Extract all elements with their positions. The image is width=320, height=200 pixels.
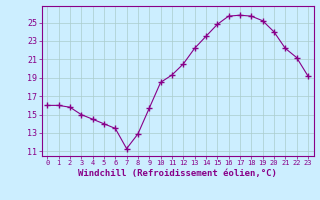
X-axis label: Windchill (Refroidissement éolien,°C): Windchill (Refroidissement éolien,°C) <box>78 169 277 178</box>
